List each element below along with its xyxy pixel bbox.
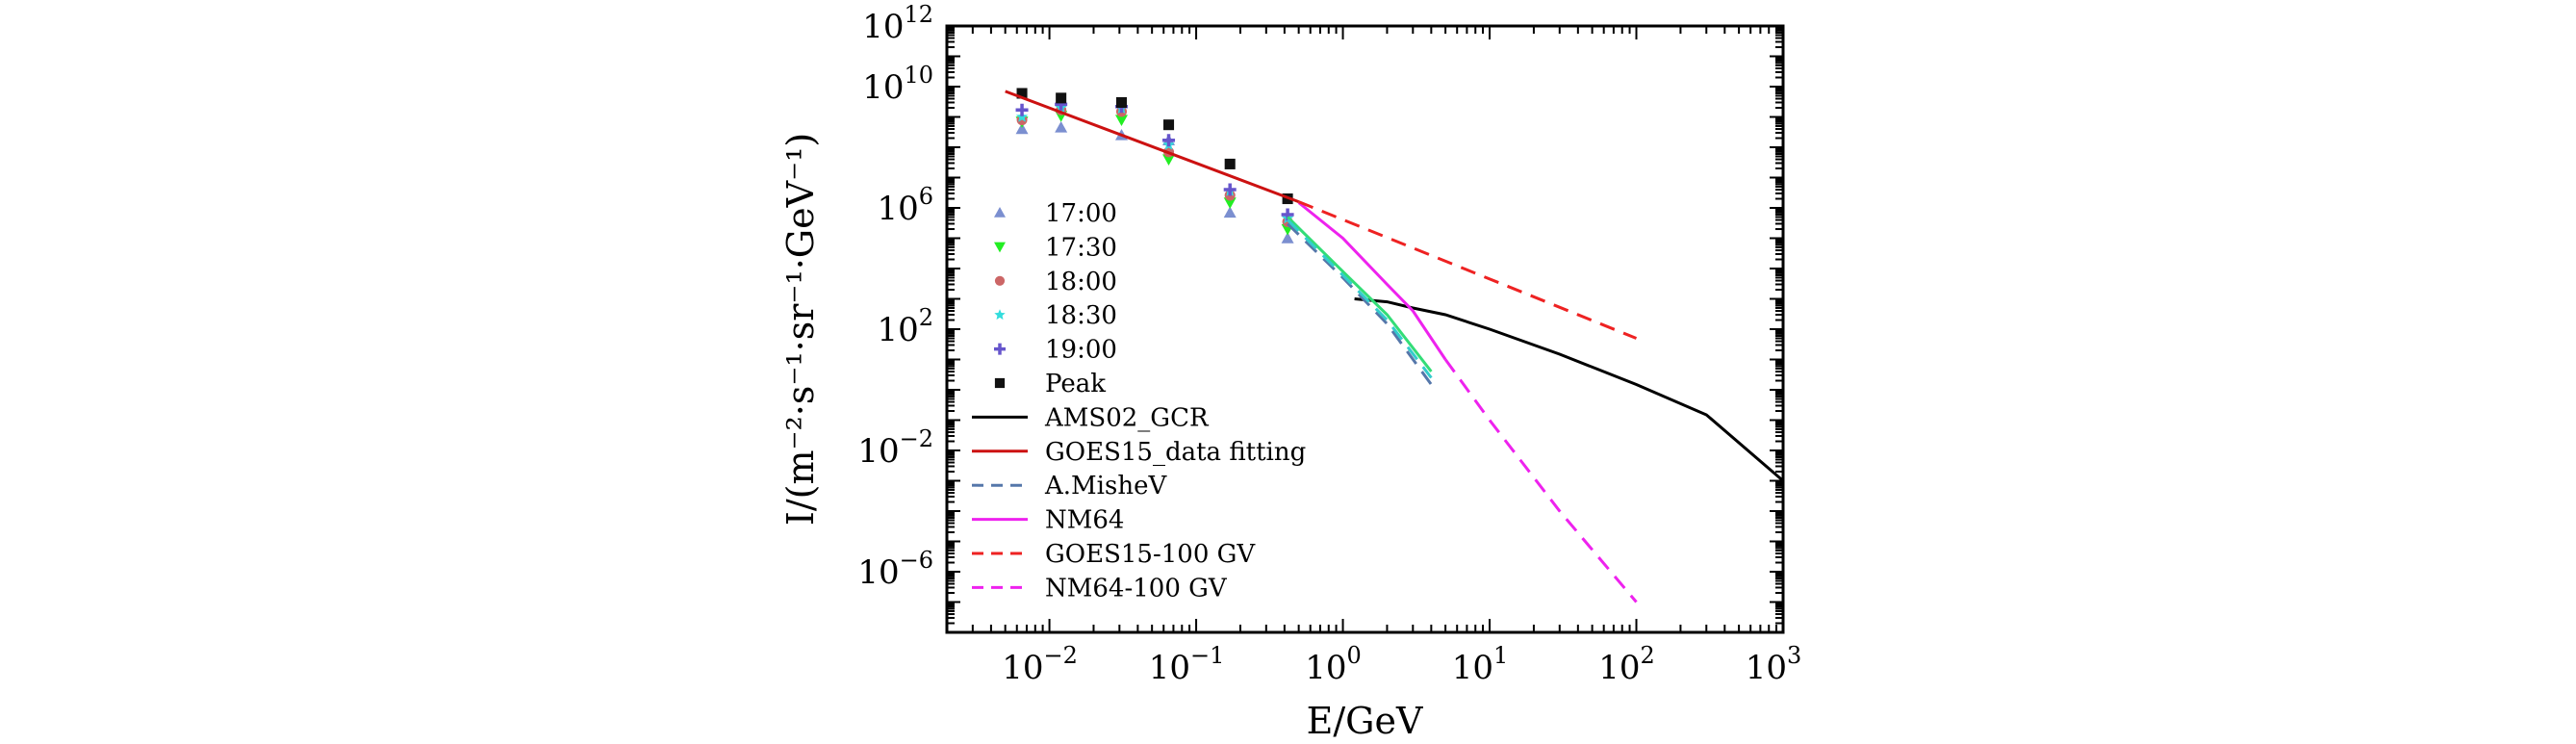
legend: 17:00 17:30 18:00 18:30 19:00 Peak AMS02_GCR GO… (972, 199, 1306, 603)
x-ticks: 10−2 10−1 100 101 102 103 (946, 26, 1802, 687)
data-point-19-00 (1223, 183, 1237, 196)
y-tick-exponent: 2 (919, 304, 933, 331)
y-tick-base: 10 (877, 190, 918, 228)
series-line-unnamed-13 (1287, 218, 1433, 379)
legend-label-goes15-100-gv: GOES15-100 GV (1045, 540, 1256, 569)
legend-label-17-30: 17:30 (1045, 233, 1117, 262)
legend-swatch-18-00 (994, 275, 1006, 286)
y-tick-exponent: −2 (900, 425, 933, 452)
x-tick-exponent: −1 (1190, 642, 1224, 669)
data-point-peak (1163, 119, 1175, 131)
series-line-unnamed-12 (1287, 216, 1433, 372)
y-tick-label: 1012 (862, 1, 933, 46)
y-axis-title: I/(m⁻²·s⁻¹·sr⁻¹·GeV⁻¹) (779, 133, 822, 526)
x-tick-label: 102 (1598, 642, 1655, 687)
series-line-nm64 (1297, 201, 1447, 361)
data-point-17-00 (1015, 122, 1029, 135)
y-tick-label: 10−2 (857, 425, 933, 471)
y-tick-label: 10−6 (857, 547, 933, 592)
data-point-peak (1115, 96, 1128, 108)
data-point-17-30 (1162, 154, 1176, 167)
y-tick-exponent: 10 (904, 62, 933, 89)
data-point-17-00 (1055, 120, 1068, 133)
y-tick-base: 10 (862, 8, 904, 46)
x-tick-exponent: 1 (1493, 642, 1508, 669)
legend-label-ams02-gcr: AMS02_GCR (1044, 403, 1210, 432)
x-tick-label: 10−2 (1002, 642, 1078, 687)
x-tick-exponent: 3 (1787, 642, 1801, 669)
data-point-18-30 (1015, 111, 1029, 122)
x-tick-label: 100 (1305, 642, 1362, 687)
legend-label-19-00: 19:00 (1045, 336, 1117, 365)
x-tick-exponent: −2 (1044, 642, 1078, 669)
legend-label-18-30: 18:30 (1045, 301, 1117, 330)
y-tick-exponent: −6 (900, 547, 933, 574)
series-line-ams02-gcr (1354, 297, 1784, 482)
x-tick-label: 103 (1746, 642, 1802, 687)
legend-label-goes15-data-fitting: GOES15_data fitting (1045, 438, 1306, 467)
legend-swatch-19-00 (994, 343, 1006, 355)
y-tick-exponent: 12 (904, 1, 933, 28)
y-tick-label: 106 (877, 183, 933, 228)
data-point-17-00 (1223, 206, 1237, 218)
y-tick-label: 1010 (862, 62, 933, 107)
legend-swatch-peak (994, 377, 1006, 389)
data-point-17-30 (1223, 197, 1237, 209)
legend-label-a-mishev: A.MisheV (1044, 472, 1167, 500)
legend-label-nm64: NM64 (1045, 506, 1124, 535)
x-tick-label: 101 (1452, 642, 1509, 687)
x-axis-title: E/GeV (1307, 700, 1423, 742)
y-tick-base: 10 (857, 432, 899, 471)
legend-swatch-18-30 (994, 309, 1006, 321)
y-tick-label: 102 (877, 304, 933, 349)
x-tick-label: 10−1 (1149, 642, 1225, 687)
legend-label-peak: Peak (1045, 370, 1106, 398)
series-line-a-mishev (1287, 222, 1433, 386)
legend-label-nm64-100-gv: NM64-100 GV (1045, 574, 1228, 603)
data-point-17-30 (1115, 115, 1129, 127)
series-line-nm64-100-gv (1443, 358, 1638, 603)
x-tick-exponent: 2 (1641, 642, 1655, 669)
data-point-19-00 (1162, 134, 1176, 147)
data-point-peak (1224, 158, 1236, 169)
data-point-peak (1016, 88, 1028, 99)
legend-swatch-17-00 (994, 207, 1006, 218)
data-point-17-00 (1281, 232, 1294, 244)
y-tick-base: 10 (862, 68, 904, 107)
data-point-peak (1056, 92, 1067, 104)
series-line-goes15-data-fitting (1005, 90, 1300, 204)
legend-swatch-17-30 (994, 242, 1006, 253)
data-point-19-00 (1015, 103, 1029, 116)
legend-label-18-00: 18:00 (1045, 268, 1117, 296)
legend-label-17-00: 17:00 (1045, 199, 1117, 228)
y-tick-base: 10 (877, 311, 918, 349)
y-tick-base: 10 (857, 553, 899, 592)
x-tick-exponent: 0 (1347, 642, 1362, 669)
series-layer (1005, 88, 1784, 603)
series-line-goes15-100-gv (1298, 200, 1638, 340)
y-tick-exponent: 6 (919, 183, 933, 210)
